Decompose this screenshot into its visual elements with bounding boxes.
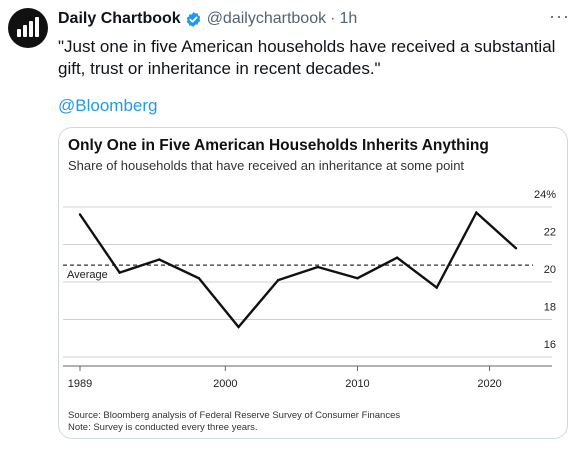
x-tick-label: 2000 <box>213 378 237 390</box>
x-tick-label: 2020 <box>477 378 501 390</box>
user-handle[interactable]: @dailychartbook <box>206 10 327 27</box>
avatar-bar-icon <box>17 29 21 37</box>
data-point <box>435 286 438 289</box>
data-point <box>475 211 478 214</box>
x-tick-label: 1989 <box>68 378 92 390</box>
mention-link[interactable]: @Bloomberg <box>58 96 158 115</box>
y-tick-label: 22 <box>544 227 556 239</box>
avatar[interactable] <box>8 8 48 48</box>
series-line <box>79 210 517 329</box>
tweet-text: "Just one in five American households ha… <box>58 37 556 78</box>
y-tick-label: 24% <box>534 189 556 201</box>
chart-note: Note: Survey is conducted every three ye… <box>68 422 258 433</box>
data-point <box>356 277 359 280</box>
chart: Only One in Five American Households Inh… <box>63 137 556 433</box>
chart-title: Only One in Five American Households Inh… <box>68 137 489 154</box>
display-name[interactable]: Daily Chartbook <box>58 10 181 27</box>
data-point <box>78 213 82 216</box>
data-point <box>276 278 280 282</box>
data-point <box>118 271 121 274</box>
tweet-header: Daily Chartbook @dailychartbook · 1h <box>58 9 357 29</box>
avatar-bar-icon <box>35 17 39 37</box>
data-point <box>237 325 240 329</box>
chart-card[interactable]: Only One in Five American Households Inh… <box>58 127 568 439</box>
chart-subtitle: Share of households that have received a… <box>68 158 464 173</box>
y-tick-label: 18 <box>544 302 556 314</box>
verified-badge-icon <box>185 11 202 28</box>
x-tick-label: 2010 <box>345 378 369 390</box>
data-point <box>395 256 399 259</box>
data-point <box>316 265 320 269</box>
data-point <box>158 258 161 261</box>
y-tick-label: 20 <box>544 264 556 276</box>
more-options-icon[interactable]: ··· <box>549 6 570 26</box>
y-tick-label: 16 <box>544 339 556 351</box>
average-label: Average <box>67 269 108 281</box>
chart-source: Source: Bloomberg analysis of Federal Re… <box>68 410 400 421</box>
timestamp[interactable]: 1h <box>339 10 358 27</box>
separator-dot: · <box>330 10 336 27</box>
data-point <box>197 277 201 280</box>
avatar-bar-icon <box>29 21 33 37</box>
data-point <box>514 247 518 250</box>
avatar-bar-icon <box>23 25 27 37</box>
